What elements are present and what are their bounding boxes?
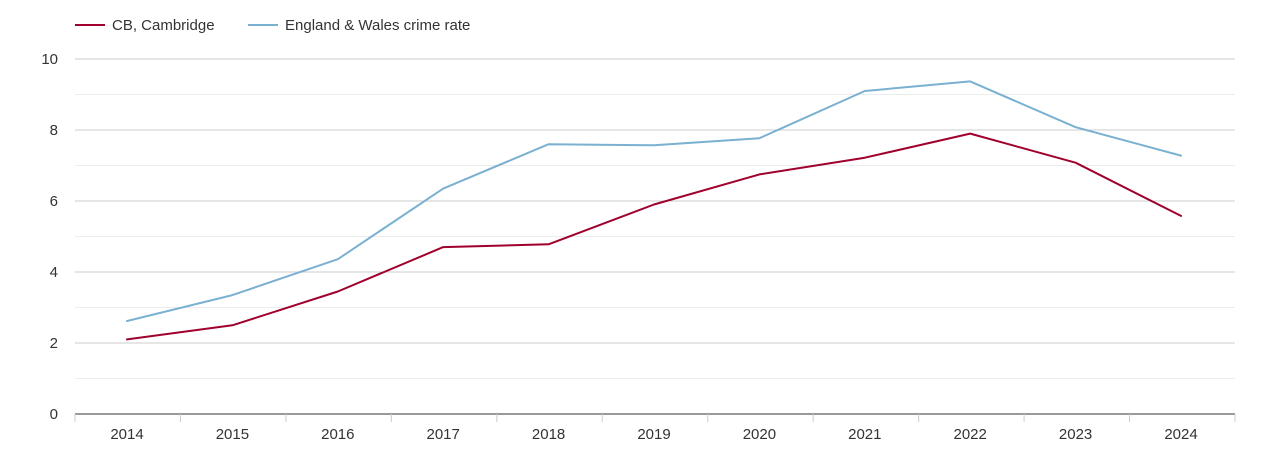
x-tick-label: 2017 — [427, 426, 460, 443]
legend-item-0[interactable]: CB, Cambridge — [75, 17, 215, 34]
x-tick-label: 2024 — [1164, 426, 1197, 443]
x-tick-label: 2018 — [532, 426, 565, 443]
x-tick-label: 2015 — [216, 426, 249, 443]
x-tick-label: 2016 — [321, 426, 354, 443]
x-tick-label: 2019 — [637, 426, 670, 443]
legend-label: CB, Cambridge — [112, 17, 215, 34]
x-tick-label: 2020 — [743, 426, 776, 443]
series-layer — [126, 80, 1182, 341]
y-tick-label: 0 — [50, 406, 58, 423]
x-tick-label: 2023 — [1059, 426, 1092, 443]
x-axis: 2014 2015 2016 2017 2018 2019 2020 2021 2022 2023… — [74, 413, 1236, 443]
y-tick-label: 6 — [50, 193, 58, 210]
x-tick-label: 2022 — [954, 426, 987, 443]
y-tick-label: 10 — [41, 51, 58, 68]
legend: CB, Cambridge England & Wales crime rate — [75, 17, 470, 34]
legend-item-1[interactable]: England & Wales crime rate — [248, 17, 470, 34]
y-tick-label: 4 — [50, 264, 58, 281]
y-tick-label: 2 — [50, 335, 58, 352]
grid — [75, 58, 1235, 379]
series-line-1 — [126, 80, 1182, 322]
x-tick-label: 2021 — [848, 426, 881, 443]
series-line-0 — [126, 132, 1182, 341]
y-tick-label: 8 — [50, 122, 58, 139]
x-tick-label: 2014 — [110, 426, 143, 443]
y-axis: 0 2 4 6 8 10 — [41, 51, 58, 423]
legend-label: England & Wales crime rate — [285, 17, 470, 34]
